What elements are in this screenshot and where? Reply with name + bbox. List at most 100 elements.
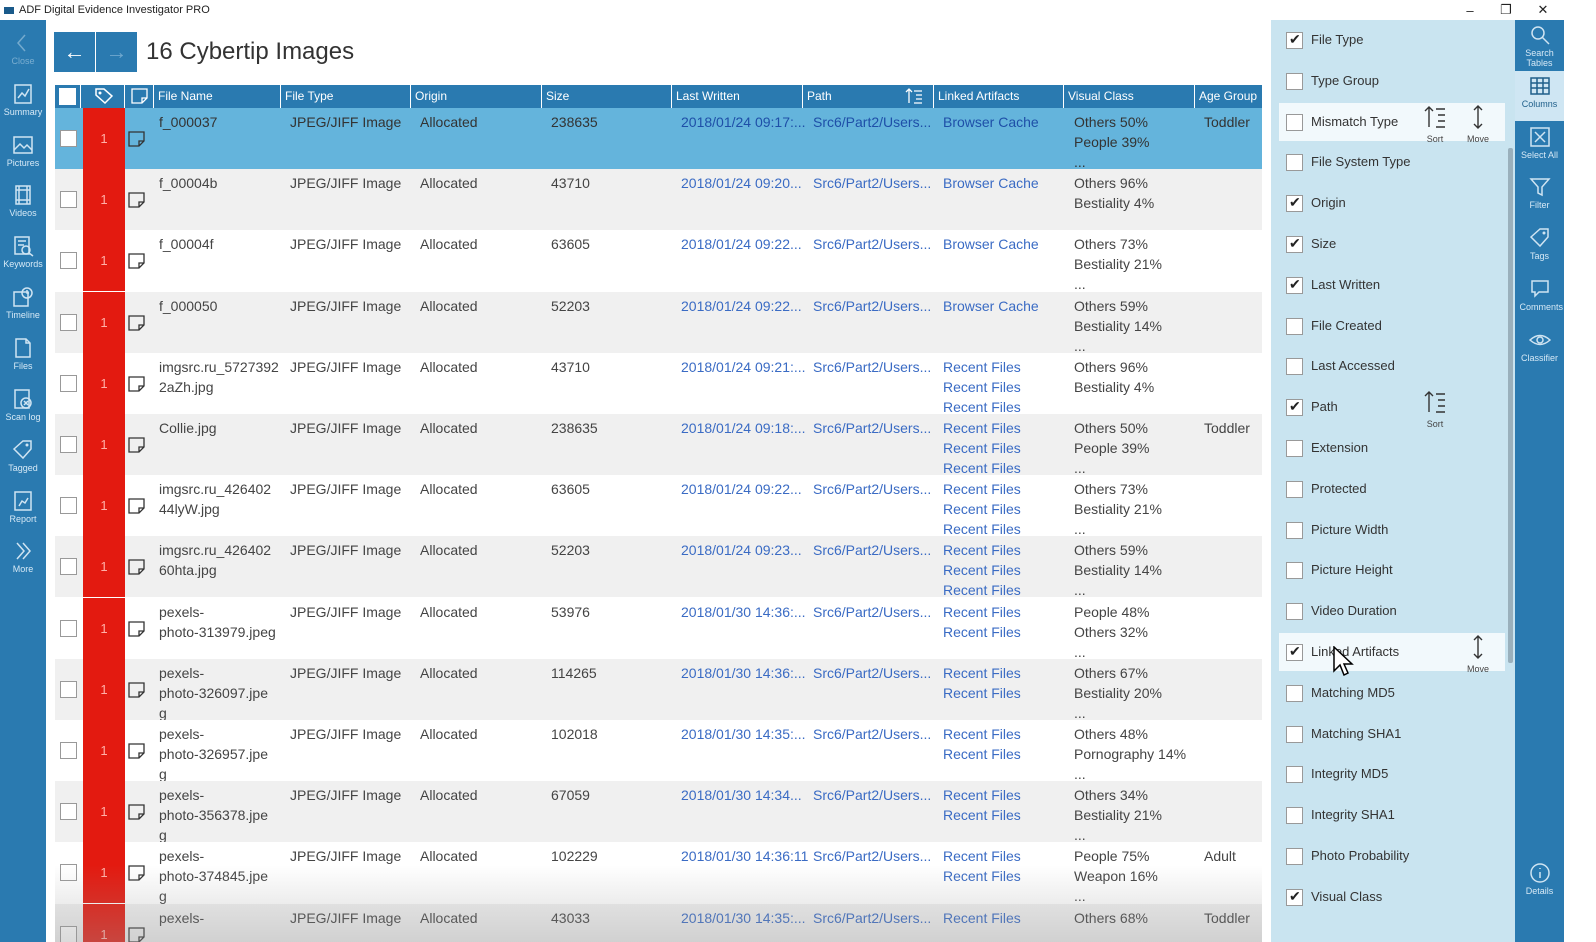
note-cell[interactable] xyxy=(128,437,146,456)
table-row[interactable]: 1 f_00004f JPEG/JIFF Image Allocated 63605 20… xyxy=(55,230,1262,292)
column-header-path[interactable]: Path xyxy=(803,85,934,108)
last-written-cell[interactable]: 2018/01/24 09:22... xyxy=(681,481,802,498)
path-cell[interactable]: Src6/Part2/Users... xyxy=(813,909,932,926)
last-written-cell[interactable]: 2018/01/30 14:34... xyxy=(681,787,802,804)
column-option-file-system-type[interactable]: File System Type xyxy=(1279,143,1505,181)
last-written-cell[interactable]: 2018/01/24 09:22... xyxy=(681,297,802,314)
cell-line[interactable]: Recent Files xyxy=(943,746,1021,762)
cell-line[interactable]: Recent Files xyxy=(943,787,1021,804)
nav-item-scan-log[interactable]: Scan log xyxy=(0,384,46,434)
last-written-cell[interactable]: 2018/01/24 09:18:... xyxy=(681,420,806,436)
move-button[interactable]: Move xyxy=(1463,635,1493,674)
path-cell[interactable]: Src6/Part2/Users... xyxy=(813,358,932,375)
note-column-header[interactable] xyxy=(125,85,154,108)
cell-line[interactable]: Recent Files xyxy=(943,378,1021,395)
note-icon[interactable] xyxy=(128,559,146,576)
tag-count[interactable]: 1 xyxy=(83,536,125,598)
cell-line[interactable]: Recent Files xyxy=(943,481,1021,498)
column-checkbox[interactable] xyxy=(1286,684,1303,702)
row-checkbox[interactable] xyxy=(60,497,77,515)
note-icon[interactable] xyxy=(128,253,146,270)
column-checkbox[interactable]: ✔ xyxy=(1286,888,1303,906)
tag-count[interactable]: 1 xyxy=(83,475,125,537)
table-row[interactable]: 1 pexels-photo-326097.jpe g JPEG/JIFF Image… xyxy=(55,658,1262,721)
nav-item-videos[interactable]: Videos xyxy=(0,180,46,230)
tag-count[interactable]: 1 xyxy=(83,597,125,659)
column-option-photo-probability[interactable]: Photo Probability xyxy=(1279,837,1505,875)
cell-line[interactable]: Recent Files xyxy=(943,868,1021,885)
path-cell[interactable]: Src6/Part2/Users... xyxy=(813,175,932,192)
cell-line[interactable]: Recent Files xyxy=(943,398,1021,415)
tag-count[interactable]: 1 xyxy=(83,658,125,720)
row-checkbox[interactable] xyxy=(60,374,77,392)
table-row[interactable]: 1 pexels- JPEG/JIFF Image Allocated 43033 201… xyxy=(55,903,1262,942)
path-cell[interactable]: Src6/Part2/Users... xyxy=(813,114,932,130)
note-icon[interactable] xyxy=(128,437,146,453)
sort-button[interactable]: Sort xyxy=(1420,105,1450,144)
column-checkbox[interactable] xyxy=(1286,521,1303,539)
path-cell[interactable]: Src6/Part2/Users... xyxy=(813,297,932,314)
note-cell[interactable] xyxy=(128,743,146,762)
row-checkbox[interactable] xyxy=(60,680,77,698)
column-checkbox[interactable] xyxy=(1286,766,1303,784)
minimize-button[interactable]: – xyxy=(1466,2,1474,18)
move-button[interactable]: Move xyxy=(1463,104,1493,144)
rail-item-select-all[interactable]: Select All xyxy=(1515,122,1564,172)
column-option-matching-sha1[interactable]: Matching SHA1 xyxy=(1279,715,1505,753)
tag-count[interactable]: 1 xyxy=(83,169,125,231)
tag-column-header[interactable] xyxy=(81,85,125,108)
column-option-file-created[interactable]: File Created xyxy=(1279,307,1505,345)
tag-count[interactable]: 1 xyxy=(83,291,125,353)
column-option-integrity-sha1[interactable]: Integrity SHA1 xyxy=(1279,796,1505,834)
note-icon[interactable] xyxy=(128,743,146,759)
nav-item-keywords[interactable]: Keywords xyxy=(0,231,46,281)
rail-item-columns[interactable]: Columns xyxy=(1515,71,1564,121)
path-cell[interactable]: Src6/Part2/Users... xyxy=(813,420,932,436)
column-checkbox[interactable] xyxy=(1286,113,1303,131)
column-option-extension[interactable]: Extension xyxy=(1279,429,1505,467)
cell-line[interactable]: Recent Files xyxy=(943,460,1021,476)
cell-line[interactable]: Browser Cache xyxy=(943,175,1039,192)
note-icon[interactable] xyxy=(128,926,146,942)
cell-line[interactable]: Recent Files xyxy=(943,440,1021,456)
nav-item-tagged[interactable]: Tagged xyxy=(0,435,46,485)
column-checkbox[interactable] xyxy=(1286,480,1303,498)
note-cell[interactable] xyxy=(128,865,146,884)
column-option-mismatch-type[interactable]: Mismatch Type Sort Move xyxy=(1279,102,1505,144)
close-window-button[interactable]: ✕ xyxy=(1537,2,1549,17)
table-row[interactable]: 1 pexels-photo-326957.jpe g JPEG/JIFF Image… xyxy=(55,720,1262,782)
column-checkbox[interactable] xyxy=(1286,317,1303,335)
path-cell[interactable]: Src6/Part2/Users... xyxy=(813,664,932,681)
last-written-cell[interactable]: 2018/01/30 14:36:... xyxy=(681,664,806,681)
last-written-cell[interactable]: 2018/01/30 14:36:11 xyxy=(681,848,809,865)
note-cell[interactable] xyxy=(128,314,146,334)
note-icon[interactable] xyxy=(128,620,146,637)
note-cell[interactable] xyxy=(128,682,146,701)
cell-line[interactable]: Recent Files xyxy=(943,603,1021,620)
row-checkbox[interactable] xyxy=(60,558,77,576)
nav-item-report[interactable]: Report xyxy=(0,486,46,536)
column-option-size[interactable]: ✔ Size xyxy=(1279,225,1505,263)
last-written-cell[interactable]: 2018/01/24 09:20... xyxy=(681,175,802,192)
nav-item-files[interactable]: Files xyxy=(0,333,46,383)
column-option-path[interactable]: ✔ Path Sort xyxy=(1279,388,1505,429)
restore-button[interactable]: ❐ xyxy=(1500,2,1512,17)
table-row[interactable]: 1 imgsrc.ru_5727392 2aZh.jpg JPEG/JIFF Imag… xyxy=(55,352,1262,415)
column-header-visual-class[interactable]: Visual Class xyxy=(1064,85,1195,108)
tag-count[interactable]: 1 xyxy=(83,230,125,292)
column-checkbox[interactable]: ✔ xyxy=(1286,235,1303,253)
column-checkbox[interactable]: ✔ xyxy=(1286,194,1303,213)
rail-item-search-tables[interactable]: Search Tables xyxy=(1515,20,1564,70)
table-row[interactable]: 1 pexels-photo-356378.jpe g JPEG/JIFF Image… xyxy=(55,781,1262,843)
column-header-linked-artifacts[interactable]: Linked Artifacts xyxy=(934,85,1064,108)
column-checkbox[interactable] xyxy=(1286,848,1303,865)
table-row[interactable]: 1 f_000037 JPEG/JIFF Image Allocated 238635 2… xyxy=(55,108,1262,170)
table-row[interactable]: 1 pexels-photo-374845.jpe g JPEG/JIFF Image… xyxy=(55,842,1262,904)
column-checkbox[interactable] xyxy=(1286,154,1303,172)
column-option-linked-artifacts[interactable]: ✔ Linked Artifacts Move xyxy=(1279,633,1505,674)
column-checkbox[interactable] xyxy=(1286,807,1303,825)
table-row[interactable]: 1 f_000050 JPEG/JIFF Image Allocated 52203 20… xyxy=(55,291,1262,354)
last-written-cell[interactable]: 2018/01/24 09:21:... xyxy=(681,358,806,375)
column-checkbox[interactable]: ✔ xyxy=(1286,276,1303,294)
cell-line[interactable]: Recent Files xyxy=(943,807,1021,824)
